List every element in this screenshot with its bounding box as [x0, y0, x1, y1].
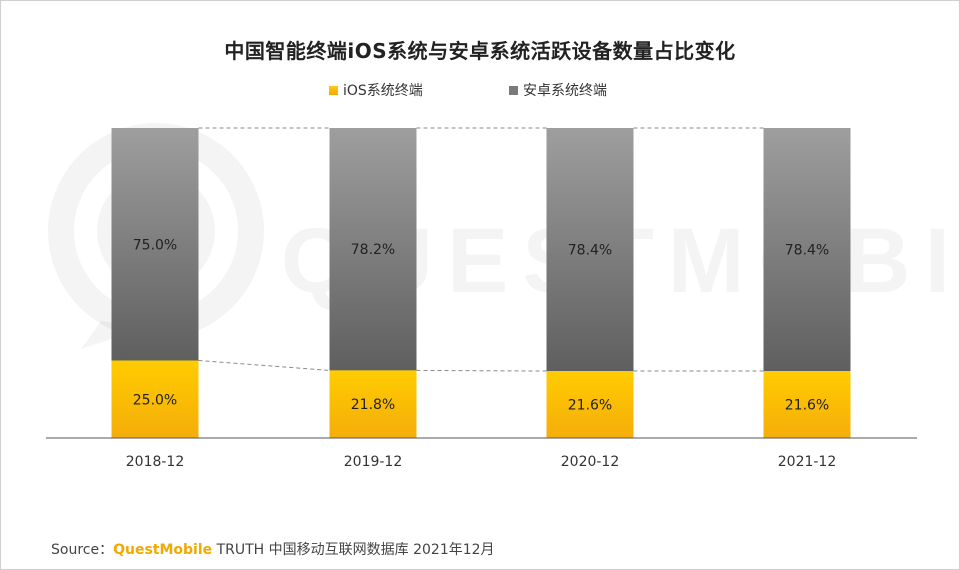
x-tick-2021-12: 2021-12: [778, 454, 837, 470]
x-tick-labels: 2018-12 2019-12 2020-12 2021-12: [126, 454, 837, 470]
bar-ios-2019-12: [329, 370, 417, 438]
label-ios-2021-12: 21.6%: [785, 398, 829, 414]
legend-swatch-ios: [329, 85, 338, 95]
label-android-2019-12: 78.2%: [351, 242, 395, 258]
label-ios-2019-12: 21.8%: [351, 397, 395, 413]
source-rest: TRUTH 中国移动互联网数据库 2021年12月: [212, 542, 495, 558]
connector-split-1: [416, 369, 547, 372]
label-android-2020-12: 78.4%: [568, 243, 612, 259]
legend-label-ios: iOS系统终端: [343, 83, 423, 99]
chart-legend: iOS系统终端 安卓系统终端: [1, 81, 959, 101]
legend-swatch-android: [509, 85, 518, 95]
source-note: Source：QuestMobile TRUTH 中国移动互联网数据库 2021…: [51, 539, 495, 559]
chart-title: 中国智能终端iOS系统与安卓系统活跃设备数量占比变化: [224, 39, 736, 63]
legend-label-android: 安卓系统终端: [523, 83, 607, 99]
label-ios-2018-12: 25.0%: [133, 392, 177, 408]
x-tick-2019-12: 2019-12: [344, 454, 403, 470]
bar-android-2019-12: [329, 128, 417, 371]
bar-android-2020-12: [546, 128, 634, 372]
bar-android-2021-12: [763, 128, 851, 372]
value-labels: 75.0% 25.0% 78.2% 21.8% 78.4% 21.6% 78.4% 21.6%: [133, 237, 829, 413]
label-android-2018-12: 75.0%: [133, 237, 177, 253]
source-brand: QuestMobile: [113, 542, 213, 558]
connector-lines: [198, 127, 764, 372]
bars-group: [111, 128, 851, 438]
source-prefix: Source：: [51, 542, 114, 558]
x-tick-2018-12: 2018-12: [126, 454, 185, 470]
label-android-2021-12: 78.4%: [785, 243, 829, 259]
bar-ios-2020-12: [546, 371, 634, 438]
bar-ios-2021-12: [763, 371, 851, 438]
x-tick-2020-12: 2020-12: [561, 454, 620, 470]
label-ios-2020-12: 21.6%: [568, 398, 612, 414]
legend-item-ios: iOS系统终端: [329, 81, 423, 99]
bar-ios-2018-12: [111, 360, 199, 438]
bar-android-2018-12: [111, 128, 199, 361]
connector-split-0: [198, 360, 330, 371]
legend-item-android: 安卓系统终端: [509, 81, 607, 99]
